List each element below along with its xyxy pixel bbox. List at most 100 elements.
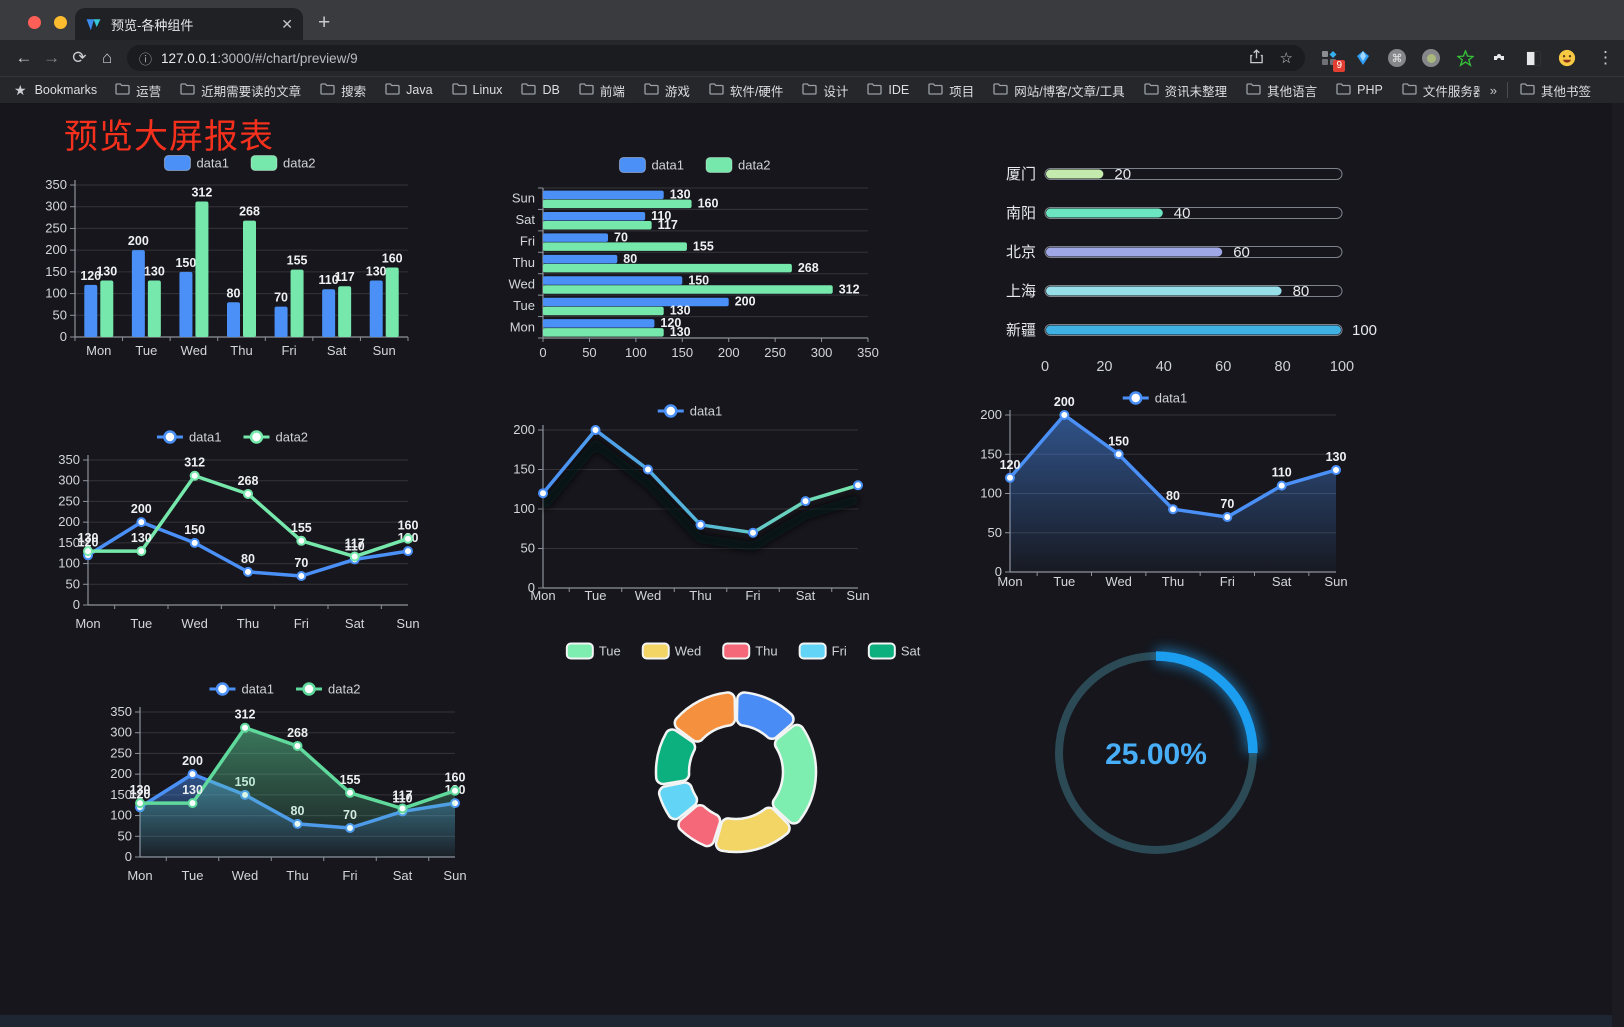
- svg-text:data2: data2: [328, 682, 361, 697]
- bookmark-folder[interactable]: 游戏: [644, 81, 690, 100]
- recorder-circle-icon[interactable]: [1421, 48, 1441, 68]
- bookmark-folder[interactable]: PHP: [1336, 82, 1383, 98]
- green-star-icon[interactable]: [1455, 48, 1475, 68]
- bookmark-star-icon[interactable]: ☆: [1279, 50, 1293, 67]
- svg-text:70: 70: [614, 230, 628, 244]
- scrollbar[interactable]: [1612, 103, 1624, 1027]
- bookmark-folder[interactable]: 近期需要读的文章: [180, 81, 301, 100]
- svg-text:80: 80: [241, 552, 255, 566]
- svg-text:268: 268: [798, 261, 819, 275]
- bookmark-folder-label: 资讯未整理: [1164, 84, 1228, 99]
- back-icon[interactable]: ←: [15, 48, 33, 67]
- svg-text:50: 50: [582, 345, 596, 360]
- svg-text:200: 200: [128, 234, 149, 248]
- svg-text:50: 50: [53, 307, 67, 322]
- folder-icon: [1402, 82, 1417, 98]
- svg-text:70: 70: [274, 291, 288, 305]
- svg-text:Sat: Sat: [327, 343, 347, 358]
- svg-text:Sun: Sun: [373, 343, 396, 358]
- bookmark-folder-label: 设计: [823, 84, 849, 99]
- bookmark-folder[interactable]: IDE: [867, 82, 909, 98]
- sidebar-toggle-icon[interactable]: [1523, 48, 1543, 68]
- svg-text:0: 0: [73, 597, 80, 612]
- bookmark-folder[interactable]: DB: [521, 82, 560, 98]
- svg-text:130: 130: [144, 265, 165, 279]
- devtools-diamond-icon[interactable]: [1353, 48, 1373, 68]
- page-info-icon[interactable]: ⓘ: [139, 51, 153, 67]
- url-host: 127.0.0.1: [161, 50, 218, 66]
- svg-text:130: 130: [96, 265, 117, 279]
- svg-text:160: 160: [698, 197, 719, 211]
- svg-text:250: 250: [45, 220, 67, 235]
- bookmark-folder[interactable]: 运营: [115, 81, 161, 100]
- svg-text:150: 150: [980, 446, 1002, 461]
- svg-text:130: 130: [78, 531, 99, 545]
- svg-text:130: 130: [670, 304, 691, 318]
- menu-kebab-icon[interactable]: ⋮: [1597, 48, 1614, 67]
- bookmark-folder[interactable]: 网站/博客/文章/工具: [993, 81, 1125, 100]
- svg-text:100: 100: [625, 345, 647, 360]
- minimize-window-button[interactable]: [54, 16, 67, 29]
- bookmark-folder[interactable]: 软件/硬件: [709, 81, 783, 100]
- svg-text:350: 350: [110, 704, 132, 719]
- close-window-button[interactable]: [28, 16, 41, 29]
- home-icon[interactable]: ⌂: [101, 48, 113, 67]
- extension-grid-icon[interactable]: 9: [1319, 48, 1345, 72]
- bookmark-folder[interactable]: Linux: [451, 82, 502, 98]
- svg-text:Tue: Tue: [585, 588, 607, 603]
- bookmark-folder[interactable]: 文件服务器: [1402, 81, 1480, 100]
- svg-text:100: 100: [58, 556, 80, 571]
- svg-text:100: 100: [980, 486, 1002, 501]
- puzzle-extensions-icon[interactable]: [1489, 48, 1509, 68]
- svg-text:Sun: Sun: [396, 616, 419, 631]
- new-tab-button[interactable]: +: [318, 11, 331, 34]
- svg-text:Fri: Fri: [520, 234, 535, 249]
- svg-text:80: 80: [1166, 489, 1180, 503]
- bookmark-folder[interactable]: 资讯未整理: [1143, 81, 1228, 100]
- svg-text:300: 300: [811, 345, 833, 360]
- svg-text:data1: data1: [1155, 391, 1188, 406]
- chart-percent-gauge: 25.00%: [1040, 630, 1280, 880]
- tab-close-icon[interactable]: ✕: [281, 15, 293, 32]
- svg-text:Sat: Sat: [515, 212, 535, 227]
- chart-city-progress: 厦门 20 南阳 40 北京 60 上海 80 新疆 100 0 20 40 60 80 100: [990, 158, 1390, 383]
- bookmark-folder[interactable]: 项目: [928, 81, 974, 100]
- svg-text:200: 200: [58, 514, 80, 529]
- bookmark-folder[interactable]: 其他语言: [1246, 81, 1317, 100]
- svg-text:Wed: Wed: [675, 644, 702, 659]
- bookmark-folder-label: 项目: [949, 84, 975, 99]
- bookmark-folder[interactable]: 前端: [579, 81, 625, 100]
- reload-icon[interactable]: ⟳: [72, 48, 87, 67]
- bookmark-folder[interactable]: Java: [385, 82, 433, 98]
- bookmark-folder[interactable]: 搜索: [320, 81, 366, 100]
- bookmarks-label[interactable]: Bookmarks: [34, 83, 98, 97]
- command-circle-icon[interactable]: ⌘: [1387, 48, 1407, 68]
- folder-icon: [320, 82, 335, 98]
- svg-text:Thu: Thu: [689, 588, 711, 603]
- other-bookmarks-folder[interactable]: 其他书签: [1520, 81, 1591, 100]
- folder-icon: [802, 82, 817, 98]
- svg-text:40: 40: [1174, 205, 1191, 222]
- bookmark-folder[interactable]: 设计: [802, 81, 848, 100]
- svg-text:130: 130: [366, 265, 387, 279]
- chart-two-area-line: 0 50 100 150 200 250 300 350 Mon Tue Wed Thu Fri Sat S…: [95, 675, 475, 890]
- svg-text:155: 155: [287, 254, 308, 268]
- address-bar[interactable]: ⓘ 127.0.0.1 :3000/#/chart/preview/9 ☆: [127, 45, 1305, 71]
- svg-text:Fri: Fri: [832, 644, 847, 659]
- share-icon[interactable]: [1249, 48, 1264, 68]
- browser-tab[interactable]: 预览-各种组件 ✕: [75, 8, 303, 40]
- svg-text:100: 100: [45, 286, 67, 301]
- bookmarks-star-icon: ★: [14, 81, 27, 98]
- svg-text:Tue: Tue: [182, 868, 204, 883]
- forward-icon[interactable]: →: [43, 48, 61, 67]
- bookmark-folder-label: 前端: [599, 84, 625, 99]
- bookmarks-overflow-chevron[interactable]: »: [1489, 82, 1497, 98]
- svg-text:25.00%: 25.00%: [1105, 738, 1207, 771]
- svg-text:80: 80: [1293, 283, 1310, 300]
- svg-text:0: 0: [1041, 359, 1049, 375]
- svg-text:100: 100: [1330, 359, 1354, 375]
- bookmark-folder-label: 网站/博客/文章/工具: [1014, 84, 1125, 99]
- emoji-extension-icon[interactable]: [1557, 48, 1577, 68]
- svg-text:160: 160: [445, 771, 466, 785]
